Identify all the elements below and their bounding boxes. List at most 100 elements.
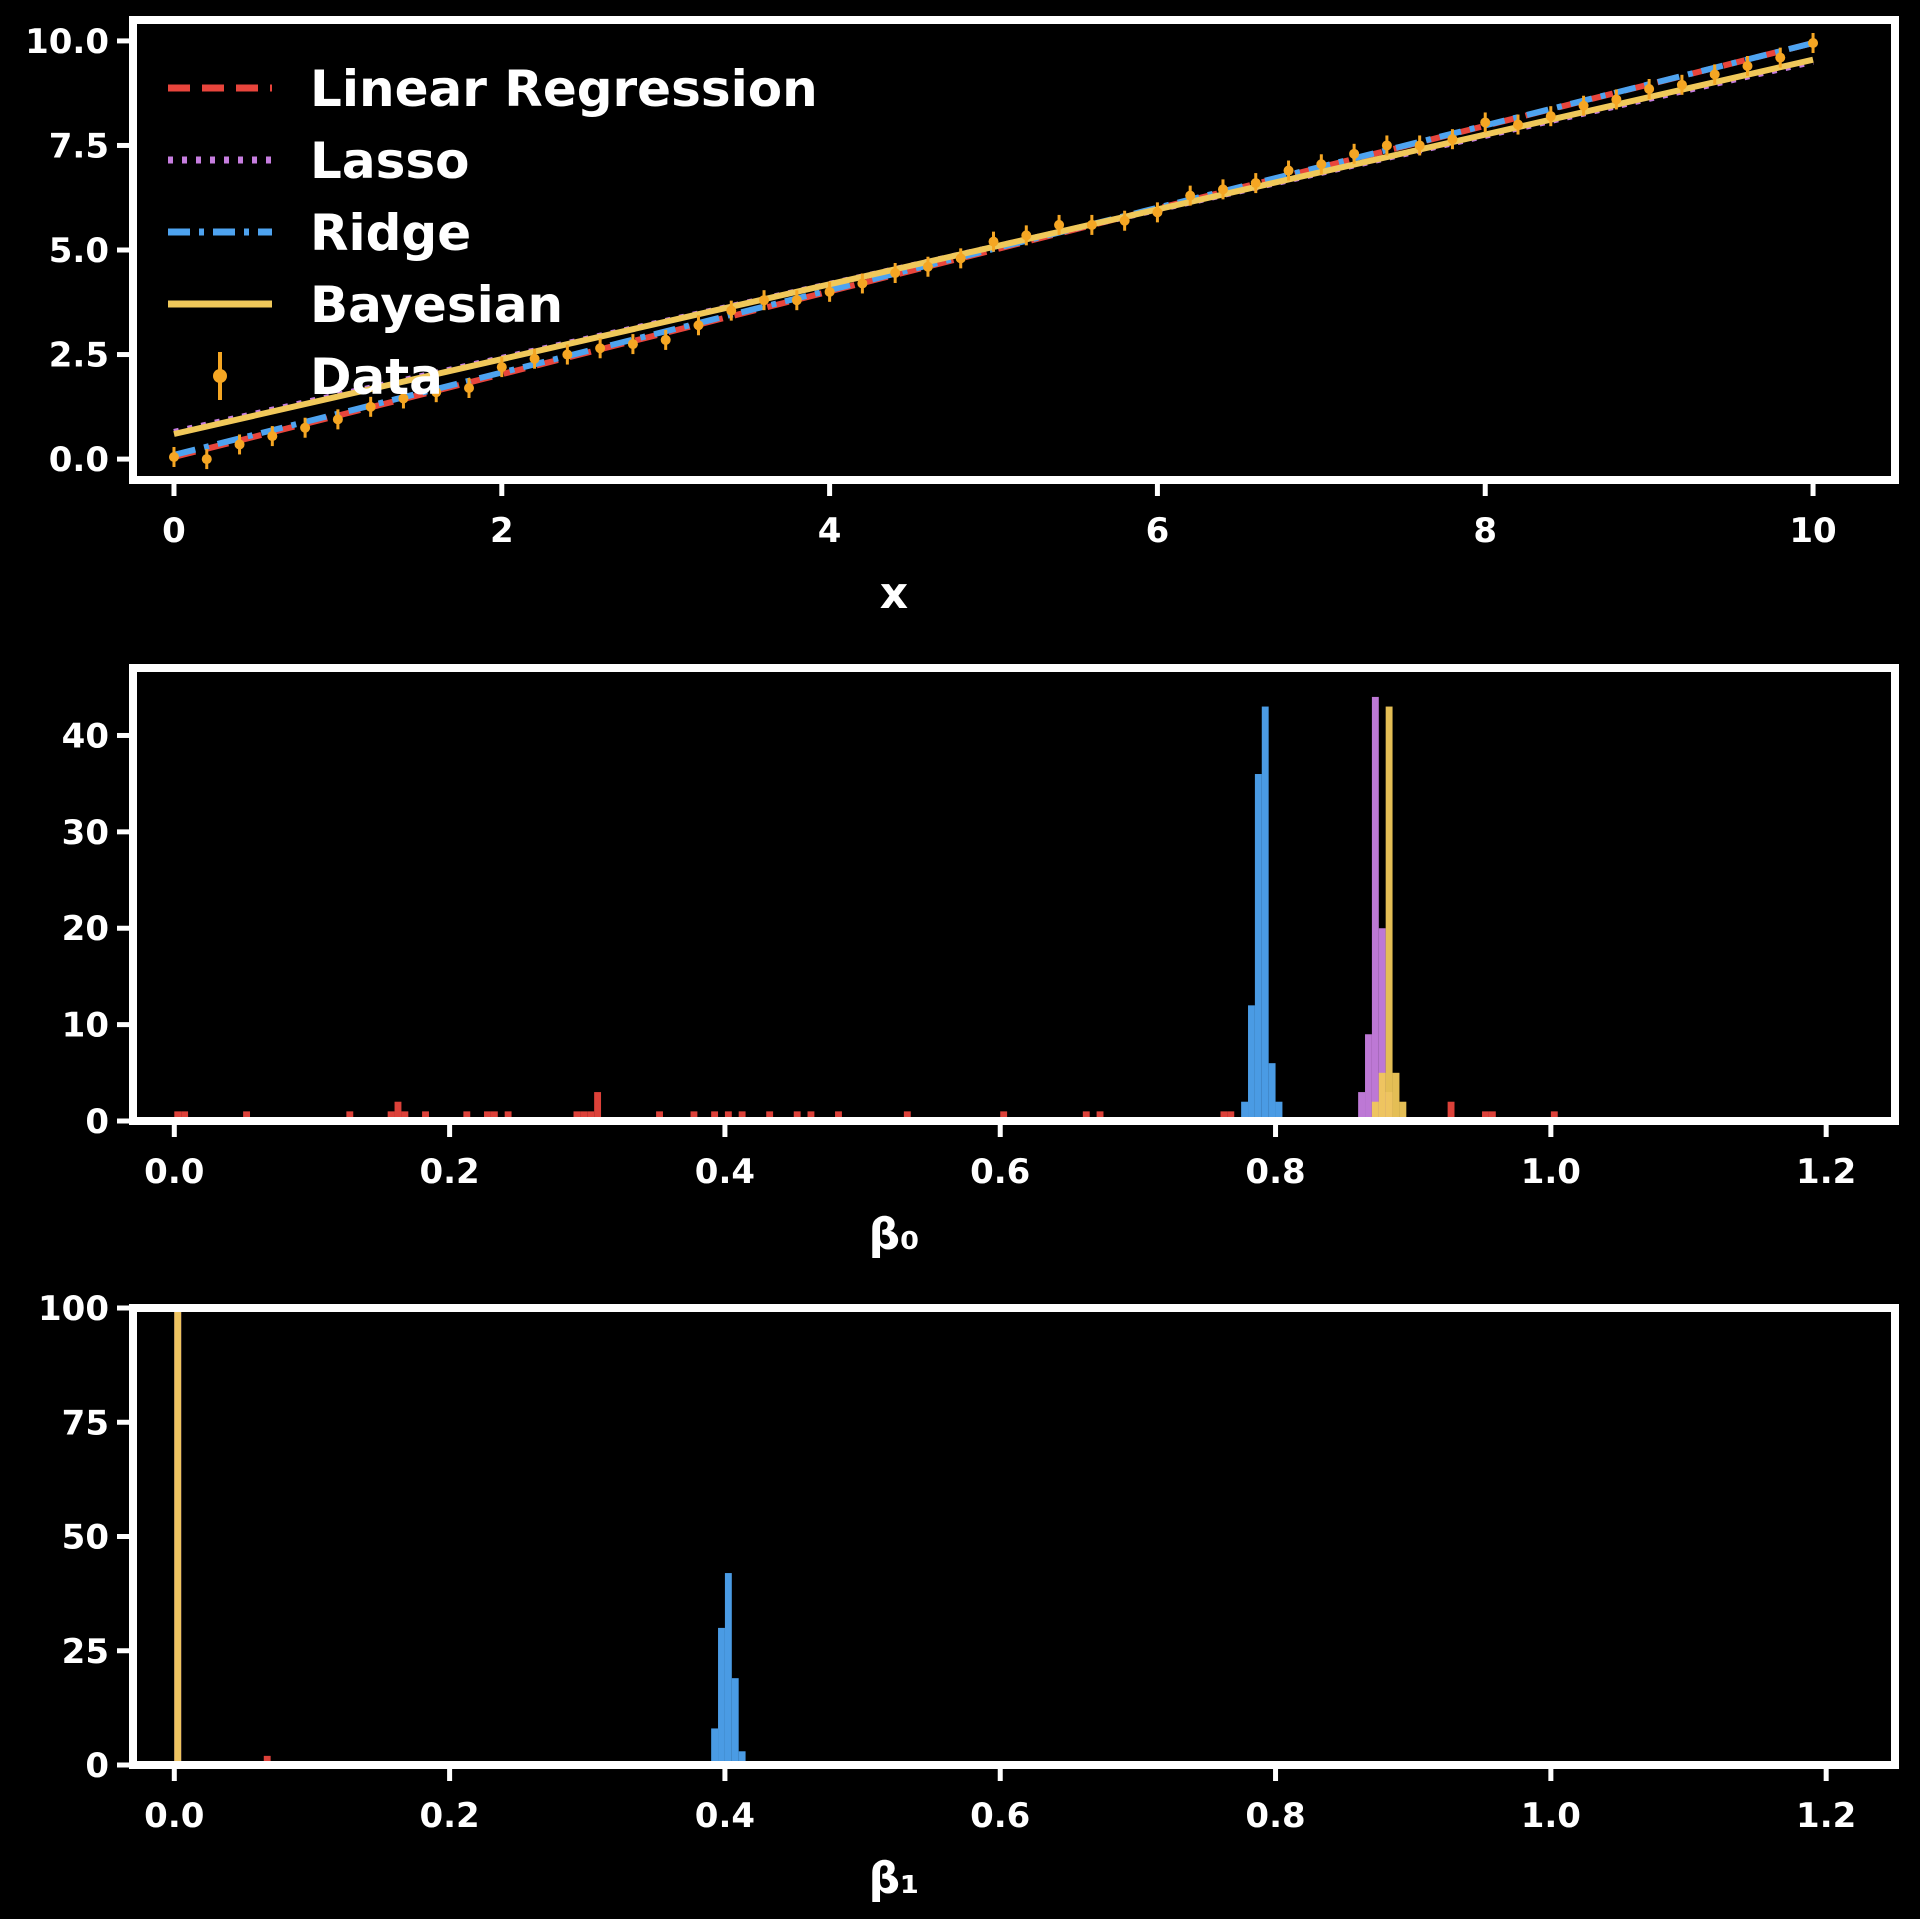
y-tick-label: 7.5 <box>49 126 109 166</box>
hist-bar <box>656 1111 663 1121</box>
hist-bar <box>1096 1111 1104 1121</box>
data-point <box>1709 69 1720 80</box>
hist-bar <box>718 1627 725 1765</box>
hist-bar <box>738 1751 746 1765</box>
hist-bar <box>1241 1101 1249 1121</box>
data-point <box>1119 215 1130 226</box>
data-point <box>693 320 704 331</box>
hist-bar <box>181 1111 189 1121</box>
hist-bar <box>1000 1111 1008 1121</box>
hist-bar <box>835 1111 842 1121</box>
hist-bar <box>1248 1005 1255 1121</box>
x-tick-label: 4 <box>818 511 842 551</box>
hist-bar <box>1447 1101 1455 1121</box>
legend-label: Data <box>310 348 443 406</box>
hist-bar <box>690 1111 698 1121</box>
hist-bar <box>174 1308 182 1765</box>
plot-area <box>174 696 1558 1121</box>
data-point <box>1775 52 1786 63</box>
data-point <box>824 286 835 297</box>
y-tick-label: 100 <box>38 1289 109 1329</box>
data-point <box>1381 140 1392 151</box>
hist-bar <box>807 1111 815 1121</box>
hist-bar <box>903 1111 911 1121</box>
data-point <box>464 383 475 393</box>
legend-swatch-point <box>213 369 227 383</box>
x-tick-label: 0.4 <box>695 1152 755 1192</box>
x-tick-label: 1.0 <box>1521 1152 1581 1192</box>
data-point <box>890 268 901 278</box>
hist-bar <box>793 1111 801 1121</box>
data-point <box>726 305 737 316</box>
x-axis-label: β₁ <box>869 1853 920 1904</box>
y-tick-label: 30 <box>62 813 109 853</box>
data-point <box>1316 159 1327 170</box>
x-tick-label: 2 <box>490 511 514 551</box>
y-tick-label: 40 <box>62 716 109 756</box>
hist-bar <box>1371 1101 1379 1121</box>
data-point <box>1447 134 1458 145</box>
data-point <box>1808 38 1819 48</box>
x-tick-label: 0.0 <box>144 1152 204 1192</box>
x-tick-label: 10 <box>1789 511 1836 551</box>
legend-label: Lasso <box>310 132 469 190</box>
data-point <box>1349 148 1360 159</box>
x-axis-label: x <box>880 568 908 619</box>
data-point <box>1250 178 1261 189</box>
hist-bar <box>724 1111 732 1121</box>
panel-2: 0.0 0.2 0.4 0.6 0.8 1.0 1.2 0 10 20 30 40 β₀ <box>62 664 1899 1260</box>
hist-bar <box>766 1111 774 1121</box>
y-tick-label: 0 <box>85 1746 109 1786</box>
data-point <box>1545 111 1556 122</box>
hist-bar <box>738 1111 746 1121</box>
data-point <box>431 387 442 398</box>
data-point <box>988 236 999 247</box>
hist-bar <box>573 1111 581 1121</box>
hist-bar <box>1378 928 1386 1121</box>
x-tick-label: 0 <box>162 511 186 551</box>
hist-bar <box>587 1111 595 1121</box>
hist-bar <box>1358 1092 1366 1121</box>
x-tick-label: 8 <box>1473 511 1497 551</box>
hist-bar <box>422 1111 429 1121</box>
data-point <box>496 362 507 373</box>
hist-bar <box>401 1111 409 1121</box>
x-tick-label: 0.8 <box>1245 1796 1305 1836</box>
data-point <box>1644 84 1655 94</box>
data-points <box>168 33 1819 470</box>
data-point <box>1021 230 1032 241</box>
data-point <box>1054 219 1065 230</box>
axes-frame <box>129 16 1899 484</box>
hist-bar <box>1399 1101 1407 1121</box>
data-point <box>1414 140 1425 151</box>
y-tick-label: 50 <box>62 1518 109 1558</box>
x-tick-label: 0.0 <box>144 1796 204 1836</box>
hist-bar <box>504 1111 512 1121</box>
hist-bar <box>1227 1111 1235 1121</box>
data-point <box>1283 165 1294 176</box>
x-tick-label: 0.6 <box>970 1152 1030 1192</box>
hist-bar <box>243 1111 251 1121</box>
legend: Linear Regression Lasso Ridge Bayesian Data <box>168 60 818 406</box>
data-point <box>922 261 933 272</box>
x-tick-label: 1.2 <box>1796 1152 1856 1192</box>
hist-bar <box>1488 1111 1496 1121</box>
data-point <box>627 339 638 350</box>
y-tick-label: 10 <box>62 1006 109 1046</box>
hist-bar <box>1385 706 1393 1121</box>
data-point <box>234 439 245 450</box>
data-point <box>332 414 343 425</box>
hist-bar <box>394 1101 402 1121</box>
hist-bar <box>1365 1034 1372 1121</box>
hist-bar <box>1371 696 1379 1121</box>
y-tick-label: 0.0 <box>49 440 109 480</box>
data-point <box>201 454 212 465</box>
plot-area <box>168 33 1819 470</box>
hist-bayesian <box>174 1308 182 1765</box>
hist-bar <box>1275 1101 1283 1121</box>
x-tick-label: 1.2 <box>1796 1796 1856 1836</box>
data-point <box>1152 207 1163 218</box>
data-point <box>365 401 376 412</box>
